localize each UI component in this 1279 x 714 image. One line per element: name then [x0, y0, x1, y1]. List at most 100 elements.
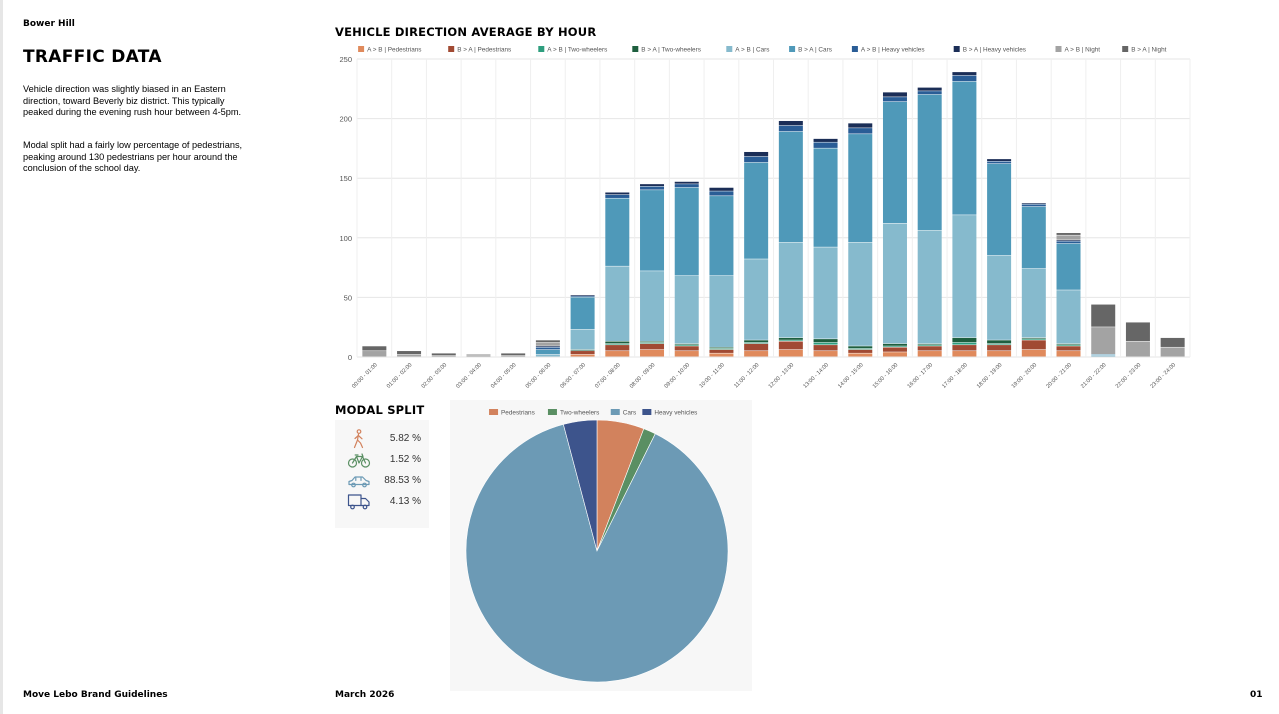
bar-segment[interactable]: [605, 192, 630, 195]
bar-segment[interactable]: [674, 343, 699, 345]
bar-segment[interactable]: [1021, 340, 1046, 350]
bar-segment[interactable]: [1160, 337, 1185, 347]
bar-segment[interactable]: [570, 329, 595, 350]
bar-segment[interactable]: [674, 345, 699, 346]
bar-segment[interactable]: [1125, 322, 1150, 342]
legend-item[interactable]: B > A | Heavy vehicles: [953, 46, 1026, 54]
legend-item[interactable]: A > B | Two-wheelers: [538, 46, 607, 54]
bar-segment[interactable]: [1056, 346, 1081, 351]
bar-segment[interactable]: [605, 345, 630, 351]
bar-segment[interactable]: [987, 159, 1012, 162]
bar-segment[interactable]: [709, 353, 734, 357]
bar-segment[interactable]: [1056, 290, 1081, 344]
bar-segment[interactable]: [709, 196, 734, 276]
legend-item[interactable]: A > B | Heavy vehicles: [851, 46, 925, 54]
bar-segment[interactable]: [674, 346, 699, 351]
bar-segment[interactable]: [744, 156, 769, 163]
legend-item[interactable]: B > A | Pedestrians: [448, 46, 511, 54]
bar-segment[interactable]: [744, 151, 769, 157]
bar-segment[interactable]: [813, 339, 838, 343]
bar-segment[interactable]: [1091, 355, 1116, 357]
bar-segment[interactable]: [674, 187, 699, 276]
bar-segment[interactable]: [640, 184, 665, 187]
bar-segment[interactable]: [1021, 203, 1046, 204]
bar-segment[interactable]: [570, 297, 595, 330]
bar-segment[interactable]: [674, 351, 699, 357]
pie-slice[interactable]: [563, 419, 598, 552]
bar-segment[interactable]: [1021, 204, 1046, 207]
bar-segment[interactable]: [605, 194, 630, 198]
bar-segment[interactable]: [605, 351, 630, 357]
bar-segment[interactable]: [882, 92, 907, 97]
bar-segment[interactable]: [1056, 243, 1081, 290]
bar-segment[interactable]: [744, 343, 769, 351]
bar-segment[interactable]: [744, 259, 769, 340]
bar-segment[interactable]: [917, 343, 942, 345]
bar-segment[interactable]: [1056, 233, 1081, 235]
bar-segment[interactable]: [848, 346, 873, 349]
bar-segment[interactable]: [1091, 354, 1116, 356]
bar-segment[interactable]: [813, 247, 838, 339]
bar-segment[interactable]: [397, 351, 422, 355]
bar-segment[interactable]: [778, 131, 803, 243]
pie-legend-item[interactable]: Pedestrians: [489, 409, 535, 417]
bar-segment[interactable]: [535, 349, 560, 355]
bar-segment[interactable]: [848, 128, 873, 134]
bar-segment[interactable]: [709, 187, 734, 191]
bar-segment[interactable]: [987, 343, 1012, 345]
bar-segment[interactable]: [917, 345, 942, 346]
pie-legend-item[interactable]: Heavy vehicles: [642, 409, 697, 417]
bar-segment[interactable]: [709, 348, 734, 350]
bar-segment[interactable]: [813, 138, 838, 142]
bar-segment[interactable]: [952, 337, 977, 343]
bar-segment[interactable]: [744, 162, 769, 259]
bar-segment[interactable]: [778, 340, 803, 342]
pie-legend-item[interactable]: Cars: [610, 409, 637, 417]
bar-segment[interactable]: [1125, 341, 1150, 357]
bar-segment[interactable]: [605, 266, 630, 342]
bar-segment[interactable]: [882, 352, 907, 357]
bar-segment[interactable]: [848, 134, 873, 243]
bar-segment[interactable]: [952, 72, 977, 76]
bar-segment[interactable]: [1056, 345, 1081, 346]
bar-segment[interactable]: [917, 346, 942, 351]
bar-segment[interactable]: [605, 343, 630, 345]
bar-segment[interactable]: [952, 75, 977, 82]
bar-segment[interactable]: [917, 351, 942, 357]
bar-segment[interactable]: [640, 343, 665, 350]
bar-segment[interactable]: [917, 87, 942, 91]
bar-segment[interactable]: [605, 198, 630, 266]
bar-segment[interactable]: [917, 94, 942, 231]
bar-segment[interactable]: [535, 340, 560, 343]
bar-segment[interactable]: [362, 346, 387, 351]
bar-segment[interactable]: [709, 275, 734, 347]
bar-segment[interactable]: [674, 275, 699, 344]
bar-segment[interactable]: [1091, 327, 1116, 355]
bar-segment[interactable]: [813, 345, 838, 351]
bar-segment[interactable]: [1056, 351, 1081, 357]
pie-legend-item[interactable]: Two-wheelers: [547, 409, 599, 417]
bar-segment[interactable]: [1056, 235, 1081, 240]
legend-item[interactable]: A > B | Pedestrians: [358, 46, 422, 54]
bar-segment[interactable]: [848, 123, 873, 128]
bar-segment[interactable]: [1021, 268, 1046, 338]
bar-segment[interactable]: [987, 345, 1012, 351]
bar-segment[interactable]: [1056, 343, 1081, 345]
bar-segment[interactable]: [640, 271, 665, 342]
bar-segment[interactable]: [744, 340, 769, 343]
bar-segment[interactable]: [466, 354, 491, 356]
bar-segment[interactable]: [778, 337, 803, 340]
bar-segment[interactable]: [709, 349, 734, 353]
bar-segment[interactable]: [987, 255, 1012, 340]
bar-segment[interactable]: [535, 354, 560, 357]
bar-segment[interactable]: [1021, 206, 1046, 269]
bar-segment[interactable]: [848, 349, 873, 353]
bar-segment[interactable]: [709, 347, 734, 349]
bar-segment[interactable]: [744, 342, 769, 344]
bar-segment[interactable]: [1021, 339, 1046, 340]
bar-segment[interactable]: [1160, 347, 1185, 357]
bar-segment[interactable]: [570, 296, 595, 297]
bar-segment[interactable]: [813, 351, 838, 357]
bar-segment[interactable]: [813, 342, 838, 345]
bar-segment[interactable]: [882, 343, 907, 346]
